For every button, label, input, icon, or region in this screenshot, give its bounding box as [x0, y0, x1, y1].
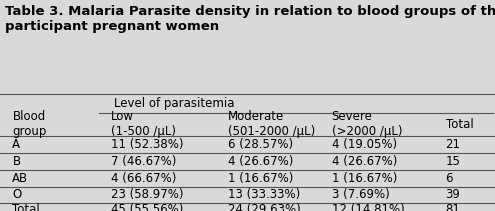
- Text: 4 (19.05%): 4 (19.05%): [332, 138, 397, 151]
- Text: 23 (58.97%): 23 (58.97%): [111, 188, 184, 201]
- Text: O: O: [12, 188, 22, 201]
- Text: Severe
(>2000 /μL): Severe (>2000 /μL): [332, 111, 402, 138]
- Text: 1 (16.67%): 1 (16.67%): [228, 172, 293, 185]
- Text: Level of parasitemia: Level of parasitemia: [114, 97, 234, 110]
- Text: B: B: [12, 155, 20, 168]
- Text: 4 (66.67%): 4 (66.67%): [111, 172, 177, 185]
- Text: 6: 6: [446, 172, 453, 185]
- Text: 13 (33.33%): 13 (33.33%): [228, 188, 300, 201]
- Text: 12 (14.81%): 12 (14.81%): [332, 203, 404, 211]
- Text: 6 (28.57%): 6 (28.57%): [228, 138, 293, 151]
- Text: 3 (7.69%): 3 (7.69%): [332, 188, 390, 201]
- Text: 21: 21: [446, 138, 460, 151]
- Text: Table 3. Malaria Parasite density in relation to blood groups of the
participant: Table 3. Malaria Parasite density in rel…: [5, 5, 495, 33]
- Text: 4 (26.67%): 4 (26.67%): [228, 155, 293, 168]
- Text: 81: 81: [446, 203, 460, 211]
- Text: 24 (29.63%): 24 (29.63%): [228, 203, 300, 211]
- Text: A: A: [12, 138, 20, 151]
- Text: 11 (52.38%): 11 (52.38%): [111, 138, 184, 151]
- Text: 1 (16.67%): 1 (16.67%): [332, 172, 397, 185]
- Text: AB: AB: [12, 172, 29, 185]
- Text: Low
(1-500 /μL): Low (1-500 /μL): [111, 111, 176, 138]
- Text: 7 (46.67%): 7 (46.67%): [111, 155, 177, 168]
- Text: Moderate
(501-2000 /μL): Moderate (501-2000 /μL): [228, 111, 315, 138]
- Text: Total: Total: [446, 118, 473, 131]
- Text: Blood
group: Blood group: [12, 111, 47, 138]
- Text: 45 (55.56%): 45 (55.56%): [111, 203, 184, 211]
- Text: Total: Total: [12, 203, 40, 211]
- Text: 15: 15: [446, 155, 460, 168]
- Text: 4 (26.67%): 4 (26.67%): [332, 155, 397, 168]
- Text: 39: 39: [446, 188, 460, 201]
